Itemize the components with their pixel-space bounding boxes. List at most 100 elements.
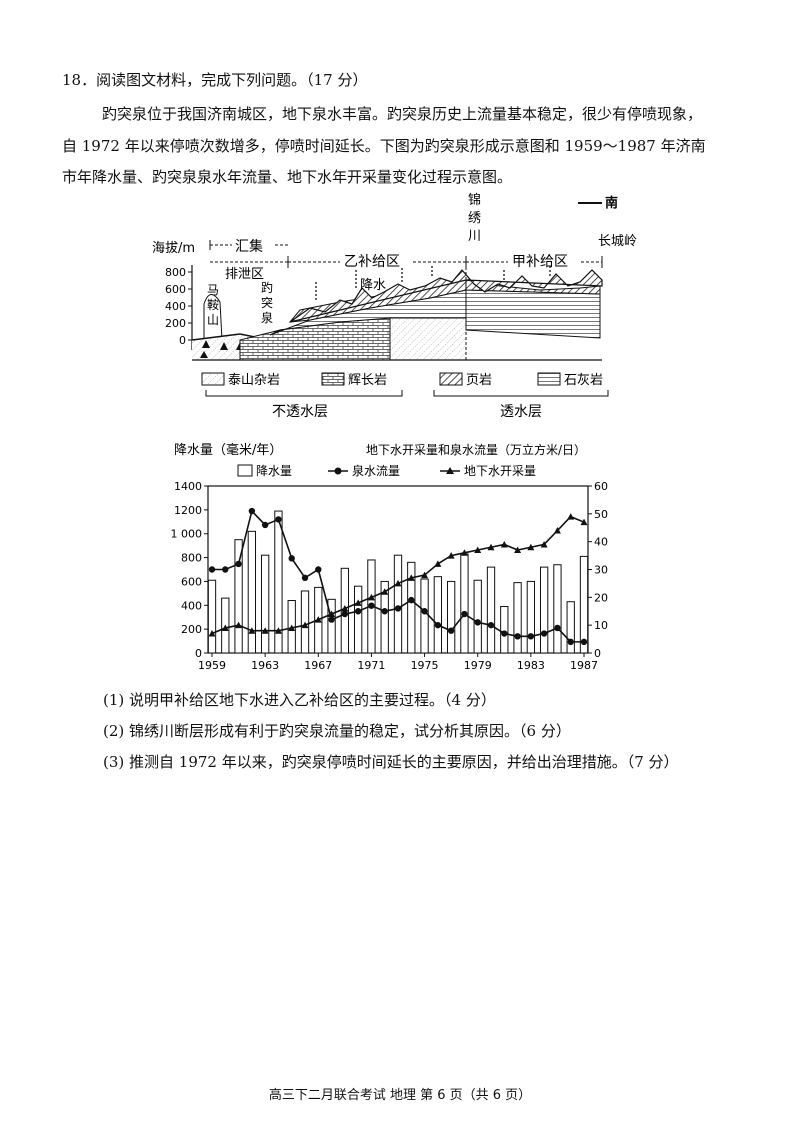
- precip-bar: [274, 510, 283, 654]
- y-right-tick-label: 0: [594, 647, 601, 660]
- spring-flow-point: [248, 507, 256, 515]
- x-tick-label: 1979: [464, 659, 492, 672]
- extraction-point: [221, 624, 229, 631]
- subquestion-1: (1) 说明甲补给区地下水进入乙补给区的主要过程。（4 分）: [103, 691, 496, 709]
- spring-flow-point: [222, 566, 229, 573]
- mashan-char-3: 山: [207, 313, 219, 327]
- legend-huichang: 辉长岩: [348, 373, 387, 388]
- spring-flow-point: [580, 638, 588, 646]
- extraction-point: [407, 574, 415, 581]
- legend-extract: 地下水开采量: [464, 464, 536, 478]
- legend-extract-marker: [446, 467, 454, 474]
- precip-bar: [539, 566, 549, 654]
- precip-bar: [353, 585, 363, 654]
- precip-bar: [486, 566, 496, 654]
- spring-flow-point: [381, 608, 388, 615]
- precip-bar: [234, 539, 243, 654]
- spring-flow-point: [434, 621, 442, 629]
- legend-taishan-swatch: [201, 372, 225, 386]
- precip-bar: [513, 582, 522, 654]
- extraction-point: [567, 513, 575, 520]
- extraction-point: [447, 552, 455, 559]
- precip-bar: [207, 579, 217, 654]
- y-tick-800: 800: [165, 266, 186, 279]
- spring-flow-point: [235, 560, 242, 568]
- y-right-tick-label: 60: [594, 480, 608, 493]
- spring-flow-point: [368, 602, 375, 609]
- y-left-tick-label: 400: [181, 599, 202, 612]
- y-left-tick-label: 800: [181, 552, 202, 565]
- extraction-point: [301, 621, 309, 629]
- y-left-tick-label: 1400: [174, 480, 202, 493]
- subquestion-3: (3) 推测自 1972 年以来，趵突泉停喷时间延长的主要原因，并给出治理措施。…: [103, 753, 679, 771]
- jinxiu-char-2: 绣: [468, 211, 481, 226]
- spring-flow-point: [447, 627, 455, 634]
- y-tick-200: 200: [165, 317, 186, 330]
- legend-yeyan-swatch: [439, 372, 463, 386]
- extraction-point: [381, 588, 389, 595]
- spring-flow-point: [567, 638, 574, 646]
- y-left-tick-label: 200: [181, 623, 202, 636]
- spring-flow-point: [315, 566, 322, 573]
- legend-shihui-swatch: [537, 372, 561, 386]
- precip-bar: [446, 580, 456, 654]
- legend-huichang-swatch: [321, 372, 345, 386]
- legend-shihui: 石灰岩: [564, 373, 603, 388]
- legend-spring-marker: [334, 467, 342, 475]
- spring-flow-point: [275, 516, 282, 523]
- extraction-point: [540, 540, 548, 548]
- precip-bar: [327, 598, 336, 654]
- spring-flow-point: [540, 630, 548, 637]
- extraction-point: [394, 579, 402, 587]
- spring-flow-point: [527, 633, 535, 640]
- y-left-tick-label: 1200: [174, 504, 202, 517]
- extraction-point: [367, 593, 375, 601]
- material-line-2: 自 1972 年以来停喷次数增多，停喷时间延长。下图为趵突泉形成示意图和 195…: [62, 137, 706, 155]
- baotu-char-1: 趵: [261, 280, 273, 295]
- baotu-char-3: 泉: [261, 311, 273, 325]
- question-title: 18．阅读图文材料，完成下列问题。（17 分）: [62, 71, 368, 89]
- direction-label: 南: [605, 195, 618, 211]
- yi-zone-label: 乙补给区: [344, 254, 400, 270]
- x-tick-label: 1983: [517, 659, 545, 672]
- y-tick-600: 600: [165, 283, 186, 296]
- spring-flow-point: [487, 621, 495, 629]
- y-left-tick-label: 0: [195, 647, 202, 660]
- x-tick-label: 1963: [251, 659, 279, 672]
- spring-flow-point: [288, 555, 295, 562]
- y-right-tick-label: 40: [594, 536, 608, 549]
- extraction-point: [500, 540, 508, 548]
- y-right-tick-label: 30: [594, 564, 608, 577]
- x-tick-label: 1971: [357, 659, 385, 672]
- precip-bar: [260, 554, 270, 654]
- spring-flow-point: [421, 608, 428, 615]
- extraction-point: [527, 543, 535, 551]
- precip-bar: [433, 576, 443, 654]
- x-tick-label: 1975: [411, 659, 439, 672]
- y-tick-400: 400: [165, 300, 186, 313]
- x-tick-label: 1987: [570, 659, 598, 672]
- huiji-label: 汇集: [235, 238, 263, 255]
- permeable-label: 透水层: [500, 404, 542, 420]
- extraction-point: [460, 549, 468, 556]
- x-tick-label: 1967: [304, 659, 332, 672]
- spring-flow-point: [301, 574, 309, 582]
- paixie-label: 排泄区: [225, 267, 264, 282]
- precip-bar: [420, 578, 429, 654]
- page-footer: 高三下二月联合考试 地理 第 6 页（共 6 页）: [268, 1088, 532, 1103]
- extraction-point: [474, 546, 482, 554]
- legend-precip-swatch: [237, 464, 253, 477]
- spring-flow-point: [261, 521, 269, 529]
- y-left-tick-label: 1 000: [171, 528, 203, 541]
- precip-bar: [473, 579, 482, 654]
- extraction-point: [288, 624, 296, 631]
- mashan-char-1: 马: [207, 283, 219, 297]
- extraction-point: [248, 627, 256, 634]
- spring-flow-point: [514, 633, 521, 640]
- impermeable-label: 不透水层: [272, 404, 328, 420]
- y-right-tick-label: 50: [594, 508, 608, 521]
- spring-flow-point: [554, 624, 561, 632]
- spring-flow-point: [328, 616, 335, 623]
- precipitation-spring-chart: 降水量（毫米/年） 地下水开采量和泉水流量（万立方米/日） 降水量 泉水流量 地…: [171, 442, 609, 672]
- material-line-3: 市年降水量、趵突泉泉水年流量、地下水年开采量变化过程示意图。: [62, 168, 513, 186]
